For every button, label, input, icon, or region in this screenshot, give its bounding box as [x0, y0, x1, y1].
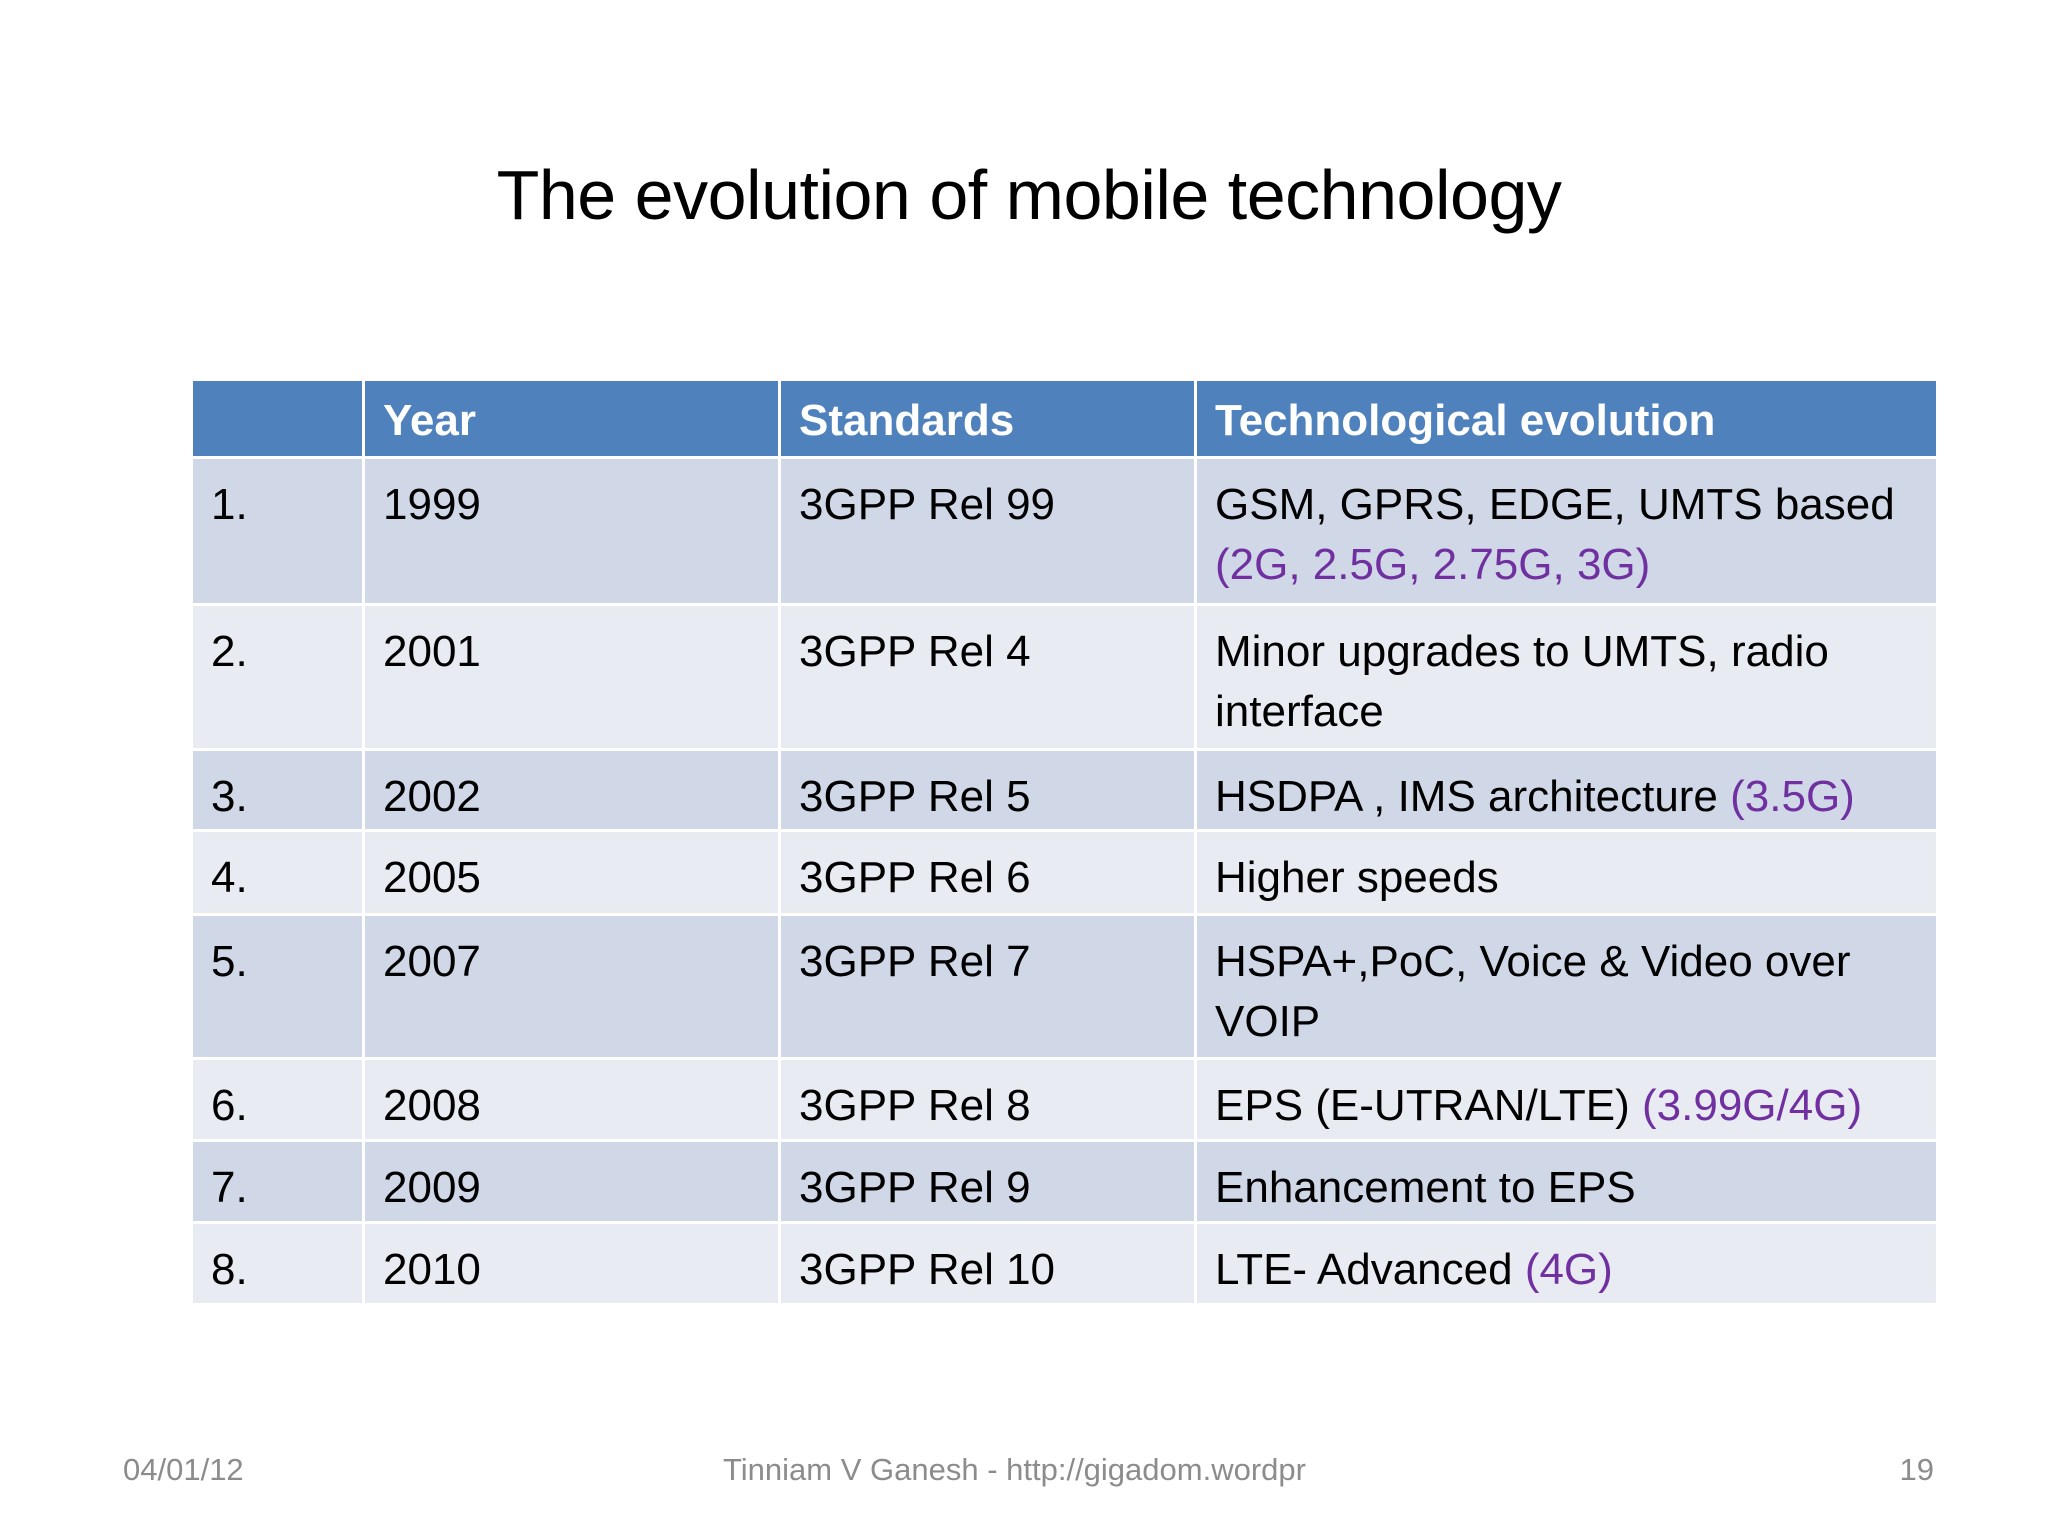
row-number: 3.	[190, 748, 365, 832]
row-year: 2002	[362, 748, 781, 832]
row-standard: 3GPP Rel 7	[778, 913, 1197, 1060]
generation-highlight: (2G, 2.5G, 2.75G, 3G)	[1215, 540, 1651, 589]
row-year: 2008	[362, 1057, 781, 1142]
header-year: Year	[362, 378, 781, 459]
row-standard: 3GPP Rel 6	[778, 829, 1197, 916]
row-standard: 3GPP Rel 9	[778, 1139, 1197, 1224]
row-year: 2001	[362, 603, 781, 751]
table-row: 7. 2009 3GPP Rel 9 Enhancement to EPS	[190, 1139, 1939, 1224]
header-index	[190, 378, 365, 459]
row-standard: 3GPP Rel 8	[778, 1057, 1197, 1142]
row-year: 2007	[362, 913, 781, 1060]
row-evolution: Enhancement to EPS	[1194, 1139, 1939, 1224]
evolution-text: Higher speeds	[1215, 853, 1499, 902]
slide-title: The evolution of mobile technology	[496, 156, 1562, 234]
table-row: 4. 2005 3GPP Rel 6 Higher speeds	[190, 829, 1939, 916]
evolution-text: HSPA+,PoC, Voice & Video over VOIP	[1215, 937, 1851, 1046]
table-row: 5. 2007 3GPP Rel 7 HSPA+,PoC, Voice & Vi…	[190, 913, 1939, 1060]
table-row: 3. 2002 3GPP Rel 5 HSDPA , IMS architect…	[190, 748, 1939, 832]
row-evolution: Minor upgrades to UMTS, radio interface	[1194, 603, 1939, 751]
row-evolution: Higher speeds	[1194, 829, 1939, 916]
table-row: 1. 1999 3GPP Rel 99 GSM, GPRS, EDGE, UMT…	[190, 456, 1939, 606]
row-evolution: GSM, GPRS, EDGE, UMTS based (2G, 2.5G, 2.…	[1194, 456, 1939, 606]
evolution-text: EPS (E-UTRAN/LTE)	[1215, 1081, 1643, 1130]
generation-highlight: (3.5G)	[1730, 772, 1855, 821]
evolution-text: GSM, GPRS, EDGE, UMTS based	[1215, 480, 1895, 529]
row-evolution: HSDPA , IMS architecture (3.5G)	[1194, 748, 1939, 832]
row-standard: 3GPP Rel 4	[778, 603, 1197, 751]
row-standard: 3GPP Rel 10	[778, 1221, 1197, 1306]
generation-highlight: (3.99G/4G)	[1642, 1081, 1863, 1130]
evolution-text: Minor upgrades to UMTS, radio interface	[1215, 627, 1829, 736]
row-year: 2005	[362, 829, 781, 916]
evolution-text: Enhancement to EPS	[1215, 1163, 1636, 1212]
footer-author: Tinniam V Ganesh - http://gigadom.wordpr	[723, 1452, 1306, 1487]
row-year: 1999	[362, 456, 781, 606]
generation-highlight: (4G)	[1524, 1245, 1613, 1294]
row-number: 4.	[190, 829, 365, 916]
evolution-text: LTE- Advanced	[1215, 1245, 1525, 1294]
footer-date: 04/01/12	[123, 1452, 244, 1487]
table-row: 8. 2010 3GPP Rel 10 LTE- Advanced (4G)	[190, 1221, 1939, 1306]
row-standard: 3GPP Rel 5	[778, 748, 1197, 832]
table-row: 2. 2001 3GPP Rel 4 Minor upgrades to UMT…	[190, 603, 1939, 751]
row-number: 5.	[190, 913, 365, 1060]
header-standards: Standards	[778, 378, 1197, 459]
row-number: 7.	[190, 1139, 365, 1224]
table-header-row: Year Standards Technological evolution	[190, 378, 1939, 459]
header-evolution: Technological evolution	[1194, 378, 1939, 459]
evolution-text: HSDPA , IMS architecture	[1215, 772, 1731, 821]
row-evolution: EPS (E-UTRAN/LTE) (3.99G/4G)	[1194, 1057, 1939, 1142]
row-number: 1.	[190, 456, 365, 606]
row-standard: 3GPP Rel 99	[778, 456, 1197, 606]
row-number: 8.	[190, 1221, 365, 1306]
table-row: 6. 2008 3GPP Rel 8 EPS (E-UTRAN/LTE) (3.…	[190, 1057, 1939, 1142]
row-evolution: HSPA+,PoC, Voice & Video over VOIP	[1194, 913, 1939, 1060]
row-number: 6.	[190, 1057, 365, 1142]
row-number: 2.	[190, 603, 365, 751]
row-year: 2010	[362, 1221, 781, 1306]
row-year: 2009	[362, 1139, 781, 1224]
evolution-table: Year Standards Technological evolution 1…	[190, 378, 1939, 1306]
slide-number: 19	[1899, 1452, 1934, 1487]
row-evolution: LTE- Advanced (4G)	[1194, 1221, 1939, 1306]
